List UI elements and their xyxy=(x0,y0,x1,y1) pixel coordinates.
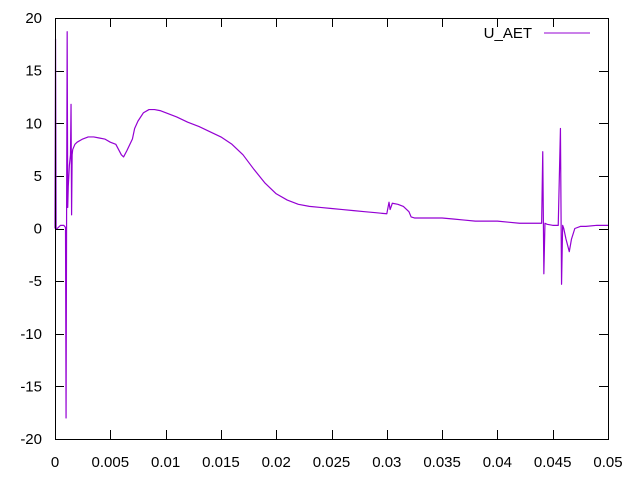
tick-marks xyxy=(55,18,609,440)
y-tick-label: 15 xyxy=(25,63,42,80)
x-tick-label: 0 xyxy=(51,454,59,471)
y-tick-label: 0 xyxy=(34,221,42,238)
y-tick-label: 5 xyxy=(34,168,42,185)
y-tick-label: -20 xyxy=(20,431,42,448)
series-layer xyxy=(54,31,608,419)
y-tick-label: 20 xyxy=(25,10,42,27)
x-tick-label: 0.02 xyxy=(262,454,291,471)
y-tick-labels: 20 15 10 5 0 -5 -10 -15 -20 xyxy=(20,10,42,448)
x-tick-label: 0.005 xyxy=(92,454,130,471)
x-tick-label: 0.045 xyxy=(534,454,572,471)
legend-label-u-aet: U_AET xyxy=(484,25,532,42)
x-tick-label: 0.05 xyxy=(593,454,622,471)
y-tick-label: -5 xyxy=(29,273,42,290)
plot-frame xyxy=(55,18,609,440)
x-tick-label: 0.025 xyxy=(313,454,351,471)
y-tick-label: -15 xyxy=(20,378,42,395)
x-tick-label: 0.035 xyxy=(423,454,461,471)
x-tick-label: 0.03 xyxy=(372,454,401,471)
y-tick-label: -10 xyxy=(20,326,42,343)
legend: U_AET xyxy=(484,25,590,42)
x-tick-labels: 0 0.005 0.01 0.015 0.02 0.025 0.03 0.035 0.04 0.0… xyxy=(51,454,623,471)
x-tick-label: 0.01 xyxy=(151,454,180,471)
x-tick-label: 0.04 xyxy=(483,454,512,471)
y-tick-label: 10 xyxy=(25,115,42,132)
x-tick-label: 0.015 xyxy=(202,454,240,471)
series-line-u-aet xyxy=(54,31,608,419)
